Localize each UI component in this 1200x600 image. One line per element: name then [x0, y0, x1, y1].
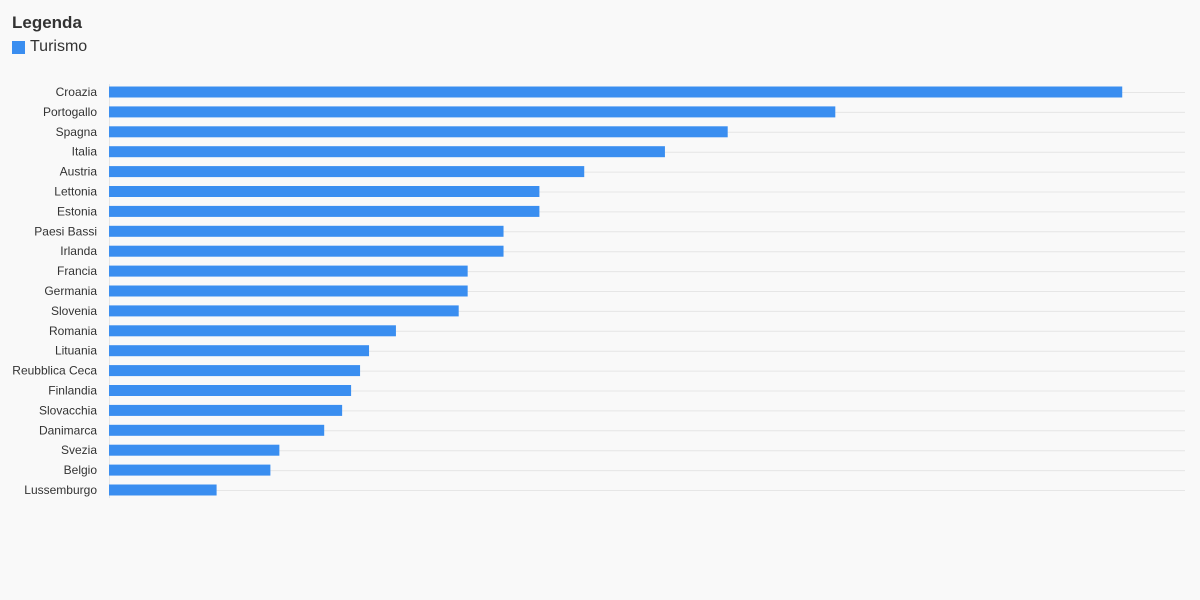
category-label: Croazia [56, 85, 98, 99]
category-label: Italia [72, 145, 98, 159]
bar-lituania[interactable] [109, 345, 370, 357]
category-label: Slovacchia [39, 403, 97, 417]
bar-estonia[interactable] [109, 205, 540, 217]
legend-item-label: Turismo [30, 38, 88, 55]
bar-lussemburgo[interactable] [109, 484, 217, 496]
legend-title: Legenda [12, 13, 82, 32]
bar-danimarca[interactable] [109, 424, 325, 436]
bar-romania[interactable] [109, 325, 396, 337]
category-label: Lussemburgo [24, 483, 97, 497]
category-label: Irlanda [60, 244, 97, 258]
category-label: Estonia [57, 204, 97, 218]
category-label: Austria [60, 165, 98, 179]
category-label: Lituania [55, 344, 97, 358]
legend-item-turismo[interactable]: Turismo [12, 37, 87, 57]
legend: Legenda Turismo [12, 12, 87, 57]
bar-paesi-bassi[interactable] [109, 225, 504, 237]
bar-lettonia[interactable] [109, 186, 540, 197]
bar-svezia[interactable] [109, 444, 280, 456]
bar-croazia[interactable] [109, 86, 1123, 98]
bar-slovenia[interactable] [109, 305, 459, 317]
category-label: Romania [49, 324, 97, 338]
category-label: Lettonia [54, 185, 97, 199]
category-label: Finlandia [48, 384, 97, 398]
bar-finlandia[interactable] [109, 385, 352, 396]
category-label: Danimarca [39, 423, 97, 437]
category-label: Germania [44, 284, 97, 298]
bar-germania[interactable] [109, 285, 468, 297]
category-label: Svezia [61, 443, 97, 457]
bar-portogallo[interactable] [109, 106, 836, 118]
bar-slovacchia[interactable] [109, 404, 343, 416]
bar-austria[interactable] [109, 166, 585, 178]
category-label: Slovenia [51, 304, 97, 318]
category-label: Belgio [64, 463, 98, 477]
category-label: Spagna [56, 125, 98, 139]
bar-francia[interactable] [109, 265, 468, 277]
category-label: Portogallo [43, 105, 97, 119]
category-label: Francia [57, 264, 97, 278]
legend-swatch-icon [12, 40, 25, 54]
bar-belgio[interactable] [109, 464, 271, 476]
bar-spagna[interactable] [109, 126, 728, 138]
category-label: Paesi Bassi [34, 224, 97, 238]
bar-irlanda[interactable] [109, 245, 504, 257]
bar-italia[interactable] [109, 146, 665, 158]
category-label: Reubblica Ceca [12, 364, 97, 378]
bar-reubblica-ceca[interactable] [109, 365, 361, 377]
